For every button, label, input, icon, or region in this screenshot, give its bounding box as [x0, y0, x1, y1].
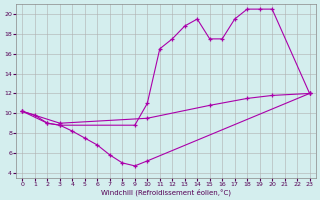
- X-axis label: Windchill (Refroidissement éolien,°C): Windchill (Refroidissement éolien,°C): [101, 188, 231, 196]
